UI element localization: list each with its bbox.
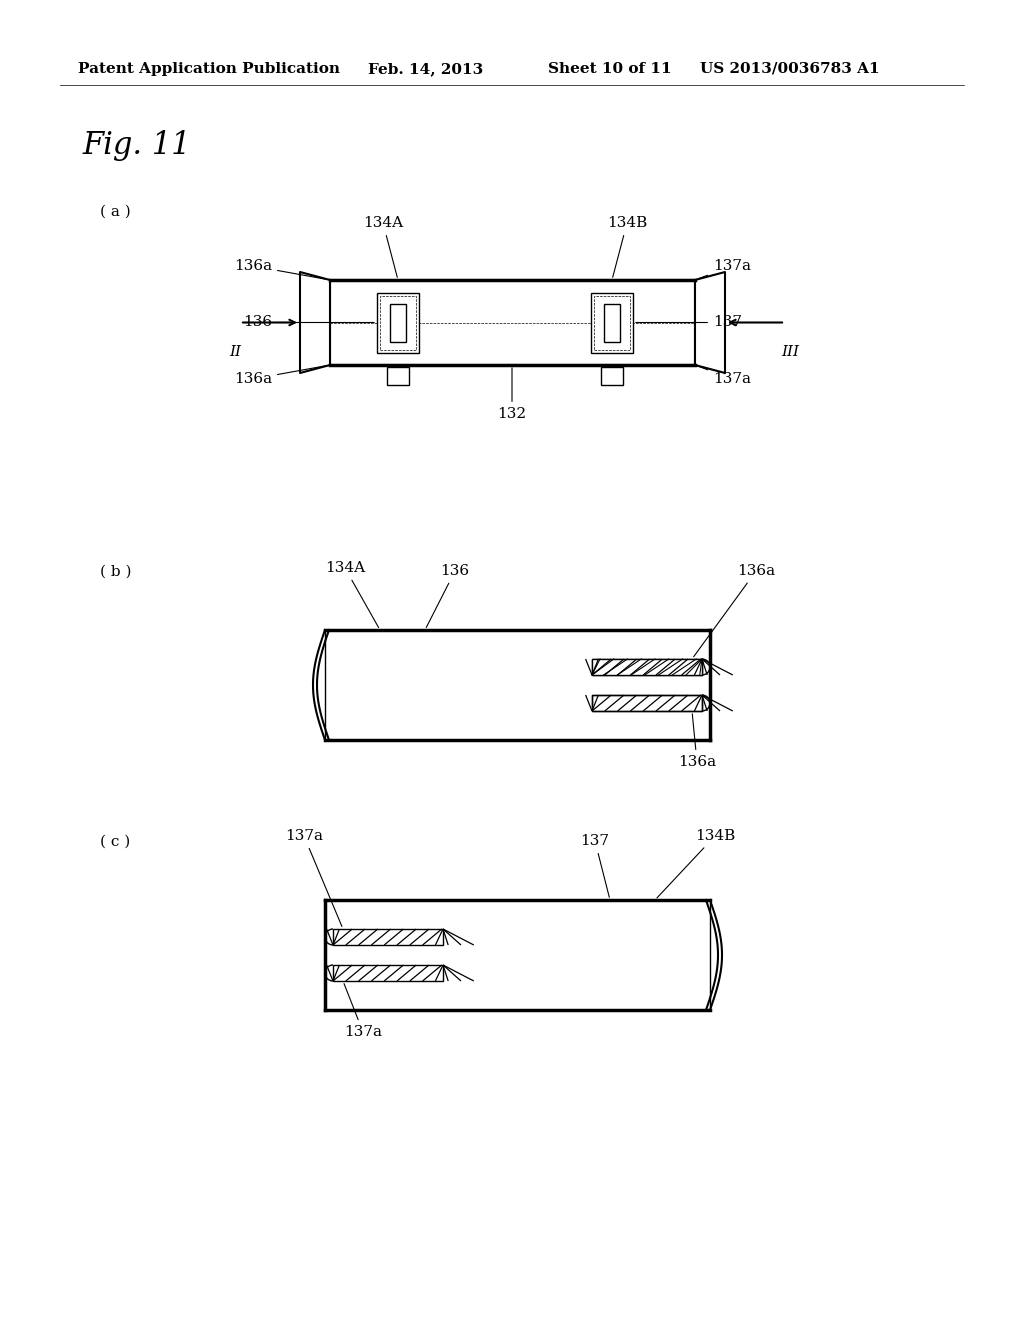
Text: 134A: 134A xyxy=(325,561,379,627)
Text: III: III xyxy=(781,345,799,359)
Bar xyxy=(325,630,710,741)
Bar xyxy=(591,293,633,352)
Text: 136a: 136a xyxy=(678,714,716,770)
Bar xyxy=(604,304,620,342)
Text: 132: 132 xyxy=(498,368,526,421)
Text: 134A: 134A xyxy=(362,216,403,277)
Bar xyxy=(387,367,409,385)
Text: 136a: 136a xyxy=(693,564,775,657)
Text: ( a ): ( a ) xyxy=(100,205,131,219)
Text: 136a: 136a xyxy=(233,259,328,280)
Bar xyxy=(380,296,416,350)
Bar xyxy=(601,367,623,385)
Bar xyxy=(594,296,630,350)
Bar xyxy=(333,965,443,981)
Text: Patent Application Publication: Patent Application Publication xyxy=(78,62,340,77)
Text: 136a: 136a xyxy=(233,366,328,385)
Bar xyxy=(330,280,695,366)
Text: 137a: 137a xyxy=(344,983,382,1039)
Text: 137a: 137a xyxy=(285,829,342,927)
Text: 136: 136 xyxy=(243,315,374,330)
Text: 134B: 134B xyxy=(657,829,735,898)
Text: 137: 137 xyxy=(636,315,742,330)
Text: ( b ): ( b ) xyxy=(100,565,131,579)
Bar xyxy=(377,293,419,352)
Bar xyxy=(592,659,702,675)
Text: 137: 137 xyxy=(581,834,609,898)
Bar xyxy=(592,659,702,675)
Bar xyxy=(390,304,406,342)
Bar xyxy=(592,696,702,711)
Text: 137a: 137a xyxy=(697,366,751,385)
Bar xyxy=(325,900,710,1010)
Bar xyxy=(592,659,702,675)
Polygon shape xyxy=(695,272,725,374)
Bar xyxy=(592,696,702,711)
Text: US 2013/0036783 A1: US 2013/0036783 A1 xyxy=(700,62,880,77)
Polygon shape xyxy=(300,272,330,374)
Text: 136: 136 xyxy=(426,564,470,627)
Text: 134B: 134B xyxy=(607,216,647,277)
Text: 137a: 137a xyxy=(697,259,751,279)
Text: ( c ): ( c ) xyxy=(100,836,130,849)
Text: II: II xyxy=(229,345,241,359)
Text: Feb. 14, 2013: Feb. 14, 2013 xyxy=(368,62,483,77)
Text: Fig. 11: Fig. 11 xyxy=(82,129,190,161)
Text: Sheet 10 of 11: Sheet 10 of 11 xyxy=(548,62,672,77)
Bar xyxy=(333,929,443,945)
